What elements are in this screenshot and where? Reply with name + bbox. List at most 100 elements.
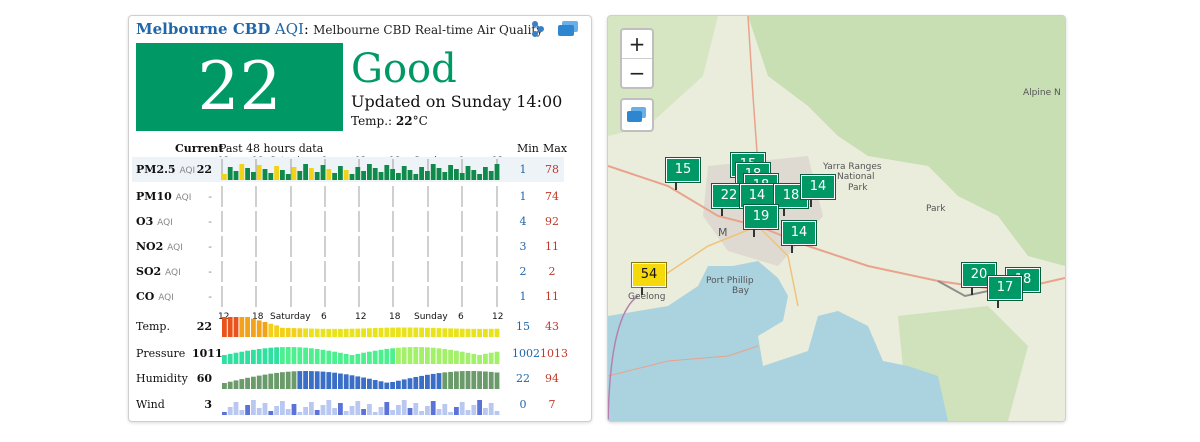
sparkline-bar (454, 350, 459, 364)
zoom-out-button[interactable]: − (628, 61, 646, 85)
station-marker[interactable]: 17 (987, 275, 1023, 308)
sparkline-bar (419, 327, 424, 337)
sparkline-bar (343, 374, 349, 389)
sparkline-bar (372, 380, 378, 389)
sparkline-bar (233, 317, 239, 337)
data-row: NO2 AQI - 3 11 (132, 234, 564, 259)
min-col-label: Min (517, 142, 539, 155)
sparkline-bar (454, 328, 459, 337)
share-icon[interactable] (531, 20, 545, 42)
station-marker[interactable]: 15 (665, 157, 701, 190)
sparkline-bar (251, 349, 256, 364)
sparkline-bar (320, 165, 326, 180)
updated-time: Updated on Sunday 14:00 (351, 92, 563, 111)
station-marker[interactable]: 18 (773, 183, 809, 216)
sparkline-bar (378, 381, 384, 389)
map-label-yarra: Yarra Ranges (823, 162, 882, 172)
sparkline-bar (471, 353, 477, 364)
sparkline-bar (268, 323, 274, 337)
sparkline-bar (285, 174, 291, 180)
sparkline-bar (436, 409, 442, 415)
sparkline-bar (483, 353, 488, 364)
sparkline-bar (367, 328, 372, 337)
row-current-value: 22 (196, 163, 212, 176)
station-marker[interactable]: 19 (743, 204, 779, 237)
sparkline-bar (262, 169, 268, 180)
row-label: PM2.5 AQI (136, 163, 196, 176)
city-link[interactable]: Melbourne CBD (136, 20, 271, 38)
sparkline-bar (465, 352, 471, 364)
sparkline-bar (454, 371, 459, 389)
sparkline-bar (454, 407, 459, 415)
sparkline-bar (372, 350, 378, 364)
sparkline-bar (239, 379, 245, 389)
row-max-value: 11 (545, 290, 559, 303)
row-current-value: 22 (196, 320, 212, 333)
map-label-park: Park (848, 183, 868, 193)
sparkline-bar (477, 328, 482, 337)
row-sparkline (222, 317, 500, 337)
sparkline-bar (384, 382, 390, 389)
sparkline-bar (384, 402, 390, 415)
sparkline-bar (227, 407, 233, 415)
row-max-value: 78 (545, 163, 559, 176)
sparkline-bar (338, 328, 343, 337)
layers-icon (627, 107, 646, 122)
sparkline-bar (326, 169, 332, 180)
zoom-in-button[interactable]: + (622, 30, 652, 59)
sparkline-bar (367, 164, 372, 180)
row-label: Pressure (136, 347, 186, 360)
sparkline-bar (390, 169, 395, 180)
station-marker[interactable]: 54 (631, 262, 667, 295)
sparkline-bar (245, 350, 250, 364)
sparkline-bar (274, 347, 279, 364)
map-panel[interactable]: + − Yarra Ranges National Park Park Port… (607, 15, 1066, 422)
sparkline-bar (459, 402, 465, 415)
sparkline-bar (233, 352, 239, 364)
station-marker[interactable]: 14 (781, 220, 817, 253)
sparkline-bar (274, 372, 279, 389)
sparkline-bar (262, 348, 268, 364)
sparkline-bar (314, 172, 320, 180)
station-marker[interactable]: 14 (800, 174, 836, 207)
map-layers-button[interactable] (620, 98, 654, 132)
sparkline-bar (425, 347, 430, 364)
sparkline-bar (465, 166, 471, 180)
row-max-value: 74 (545, 190, 559, 203)
sparkline-bar (407, 347, 413, 364)
sparkline-bar (401, 400, 407, 415)
sparkline-bar (419, 167, 424, 180)
row-label: SO2 AQI (136, 265, 181, 278)
sparkline-bar (471, 405, 477, 415)
row-sparkline (221, 286, 498, 307)
sparkline-bar (349, 355, 355, 364)
data-row: Humidity 60 22 94 (132, 366, 564, 391)
row-min-value: 2 (519, 265, 527, 278)
sparkline-bar (396, 327, 401, 337)
sparkline-bar (436, 348, 442, 364)
sparkline-bar (378, 349, 384, 364)
sparkline-bar (396, 173, 401, 180)
sparkline-bar (239, 410, 245, 415)
sparkline-bar (227, 167, 233, 180)
aqi-value-box: 22 (136, 43, 343, 131)
sparkline-bar (430, 347, 436, 364)
aqi-link[interactable]: AQI (274, 20, 304, 38)
sparkline-bar (430, 401, 436, 415)
row-sparkline (221, 211, 498, 232)
layers-icon[interactable] (557, 20, 579, 42)
sparkline-bar (413, 174, 419, 180)
row-current-value: - (208, 190, 212, 203)
sparkline-bar (355, 401, 361, 415)
sparkline-bar (483, 328, 488, 337)
sparkline-bar (483, 371, 488, 389)
sparkline-bar (401, 347, 407, 364)
row-sparkline (221, 186, 498, 207)
data-row: PM10 AQI - 1 74 (132, 184, 564, 209)
sparkline-bar (326, 350, 332, 364)
sparkline-bar (349, 375, 355, 389)
sparkline-bar (488, 352, 494, 364)
sparkline-bar (413, 403, 419, 415)
header-subtitle: Melbourne CBD Real-time Air Quality (313, 23, 544, 37)
map-tiles[interactable] (608, 16, 1065, 421)
